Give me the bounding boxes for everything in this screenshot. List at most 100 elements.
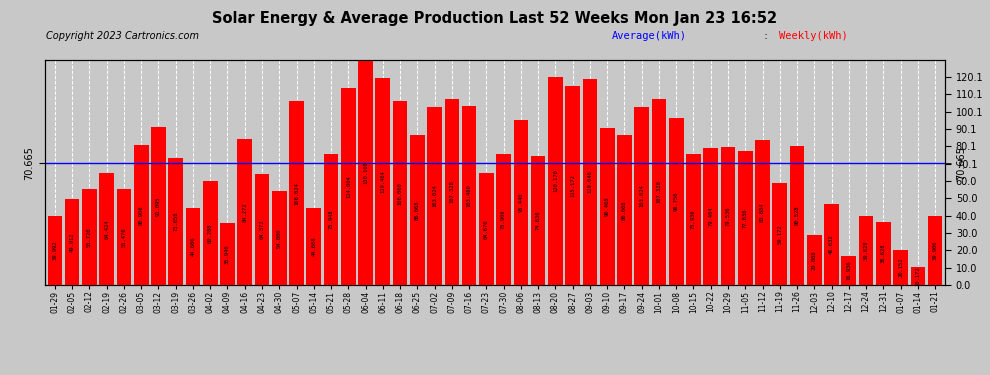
Text: 10.172: 10.172	[916, 267, 921, 286]
Bar	[617, 135, 632, 285]
Text: 44.606: 44.606	[190, 237, 195, 256]
Text: 16.936: 16.936	[846, 261, 851, 280]
Text: 35.940: 35.940	[225, 244, 230, 264]
Text: 75.906: 75.906	[501, 210, 506, 229]
Bar	[858, 216, 873, 285]
Bar	[842, 256, 856, 285]
Text: 95.440: 95.440	[519, 193, 524, 212]
Bar	[151, 128, 165, 285]
Bar	[358, 60, 373, 285]
Bar	[825, 204, 839, 285]
Text: 86.668: 86.668	[622, 200, 627, 220]
Text: 75.936: 75.936	[691, 210, 696, 229]
Bar	[911, 267, 926, 285]
Text: Average(kWh): Average(kWh)	[612, 31, 687, 41]
Text: 74.636: 74.636	[536, 211, 541, 230]
Bar	[117, 189, 132, 285]
Bar	[755, 140, 770, 285]
Bar	[479, 173, 494, 285]
Bar	[531, 156, 545, 285]
Text: 107.328: 107.328	[449, 181, 454, 204]
Text: 106.060: 106.060	[398, 182, 403, 205]
Text: 80.528: 80.528	[795, 206, 800, 225]
Text: 130.100: 130.100	[363, 161, 368, 184]
Text: Copyright 2023 Cartronics.com: Copyright 2023 Cartronics.com	[47, 31, 199, 41]
Bar	[99, 174, 114, 285]
Text: 96.756: 96.756	[674, 192, 679, 211]
Text: 103.460: 103.460	[466, 184, 471, 207]
Bar	[375, 78, 390, 285]
Bar	[738, 151, 752, 285]
Bar	[928, 216, 942, 285]
Bar	[461, 106, 476, 285]
Text: 115.172: 115.172	[570, 174, 575, 197]
Bar	[168, 158, 183, 285]
Text: 90.468: 90.468	[605, 197, 610, 216]
Text: 55.476: 55.476	[122, 227, 127, 247]
Text: 29.088: 29.088	[812, 250, 817, 270]
Bar	[704, 148, 718, 285]
Text: 39.992: 39.992	[52, 241, 57, 260]
Text: Weekly(kWh): Weekly(kWh)	[779, 31, 847, 41]
Bar	[307, 208, 321, 285]
Text: 20.152: 20.152	[898, 258, 903, 277]
Bar	[876, 222, 891, 285]
Bar	[893, 250, 908, 285]
Text: 75.948: 75.948	[329, 210, 334, 229]
Text: 91.095: 91.095	[156, 196, 161, 216]
Bar	[220, 223, 235, 285]
Text: 120.170: 120.170	[552, 170, 558, 192]
Bar	[134, 145, 148, 285]
Bar	[772, 183, 787, 285]
Bar	[410, 135, 425, 285]
Text: 44.608: 44.608	[311, 237, 316, 256]
Bar	[686, 154, 701, 285]
Text: 119.464: 119.464	[380, 170, 385, 193]
Bar	[393, 101, 408, 285]
Bar	[203, 181, 218, 285]
Text: 106.024: 106.024	[294, 182, 299, 205]
Bar	[548, 77, 562, 285]
Text: 49.912: 49.912	[69, 232, 74, 252]
Text: 39.628: 39.628	[863, 241, 868, 261]
Text: 114.004: 114.004	[346, 175, 350, 198]
Text: Solar Energy & Average Production Last 52 Weeks Mon Jan 23 16:52: Solar Energy & Average Production Last 5…	[213, 11, 777, 26]
Text: 80.906: 80.906	[139, 205, 144, 225]
Bar	[496, 154, 511, 285]
Bar	[565, 86, 580, 285]
Bar	[48, 216, 62, 285]
Text: 73.658: 73.658	[173, 211, 178, 231]
Text: 84.272: 84.272	[243, 202, 248, 222]
Text: 59.172: 59.172	[777, 224, 782, 243]
Text: 79.404: 79.404	[708, 207, 713, 226]
Bar	[254, 174, 269, 285]
Text: 55.720: 55.720	[87, 227, 92, 246]
Text: 103.024: 103.024	[640, 184, 644, 207]
Bar	[272, 191, 286, 285]
Bar	[186, 208, 200, 285]
Text: 77.636: 77.636	[742, 208, 747, 228]
Text: 39.906: 39.906	[933, 241, 938, 260]
Bar	[428, 107, 442, 285]
Text: 64.424: 64.424	[104, 219, 109, 239]
Text: 64.372: 64.372	[259, 219, 264, 239]
Text: 46.632: 46.632	[829, 235, 834, 254]
Text: 119.046: 119.046	[587, 171, 592, 194]
Bar	[582, 79, 597, 285]
Bar	[635, 107, 649, 285]
Bar	[289, 102, 304, 285]
Text: 36.628: 36.628	[881, 243, 886, 263]
Bar	[600, 128, 615, 285]
Text: 64.676: 64.676	[484, 219, 489, 239]
Bar	[324, 153, 339, 285]
Bar	[651, 99, 666, 285]
Bar	[238, 139, 252, 285]
Bar	[790, 146, 804, 285]
Text: 103.024: 103.024	[432, 184, 438, 207]
Text: 83.684: 83.684	[760, 203, 765, 222]
Text: 79.536: 79.536	[726, 206, 731, 226]
Bar	[64, 199, 79, 285]
Text: 86.668: 86.668	[415, 200, 420, 220]
Bar	[445, 99, 459, 285]
Bar	[514, 120, 529, 285]
